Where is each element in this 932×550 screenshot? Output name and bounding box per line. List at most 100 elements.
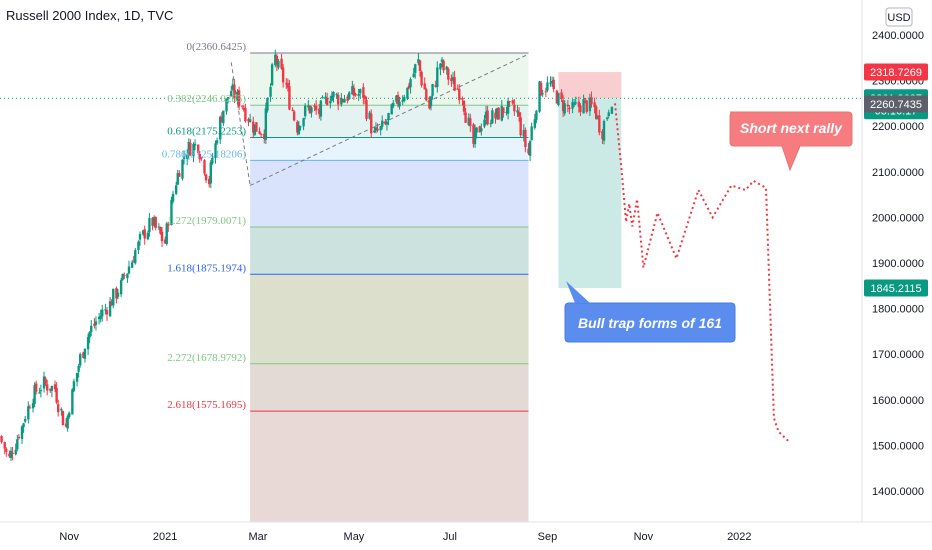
candle-body-154 xyxy=(340,97,343,105)
candle-body-149 xyxy=(329,100,332,104)
candle-body-181 xyxy=(398,101,401,107)
trendline xyxy=(230,53,529,186)
price-tick-label: 1400.0000 xyxy=(872,486,924,498)
candle-body-86 xyxy=(189,142,192,156)
candle-body-24 xyxy=(53,384,57,390)
candle-body-112 xyxy=(247,119,250,122)
candle-body-176 xyxy=(387,113,390,120)
candle-body-84 xyxy=(185,154,189,159)
candle-body-240 xyxy=(528,141,532,156)
candle-body-46 xyxy=(101,309,104,317)
candle-body-252 xyxy=(555,90,559,104)
candle-body-234 xyxy=(516,110,519,113)
candle-body-210 xyxy=(462,100,466,112)
candle-body-259 xyxy=(571,102,574,109)
candle-body-194 xyxy=(428,99,431,109)
candle-body-271 xyxy=(596,115,599,118)
fib-label-7: 2.618(1575.1695) xyxy=(167,399,246,411)
time-axis[interactable]: Nov 2021 Mar May Jul Sep Nov 2022 xyxy=(0,521,932,543)
candle-body-163 xyxy=(359,89,362,94)
candle-body-74 xyxy=(163,239,167,244)
time-tick-label: 2021 xyxy=(153,531,177,543)
price-tag-label-0: 2318.7269 xyxy=(870,67,922,79)
candle-body-77 xyxy=(170,200,173,226)
candle-body-208 xyxy=(458,89,461,101)
candle-body-156 xyxy=(343,98,346,103)
fib-label-5: 1.618(1875.1974) xyxy=(167,262,246,274)
candle-body-110 xyxy=(242,107,246,111)
candle-body-79 xyxy=(174,185,178,194)
bull-trap-callout-text: Bull trap forms of 161 xyxy=(578,315,722,331)
candle-body-63 xyxy=(138,233,142,240)
candle-body-56 xyxy=(123,275,126,277)
fib-labels: 0(2360.6425) 0.382(2246.0285) 0.618(2175.2… xyxy=(162,41,247,411)
candle-body-148 xyxy=(325,97,329,105)
candle-body-216 xyxy=(475,127,478,133)
candle-body-115 xyxy=(253,124,257,135)
candle-body-166 xyxy=(365,100,368,119)
candle-body-52 xyxy=(115,288,118,299)
candle-body-257 xyxy=(566,104,570,107)
candle-body-230 xyxy=(506,100,510,114)
candle-body-236 xyxy=(519,117,522,136)
candle-body-20 xyxy=(44,378,47,384)
candle-body-67 xyxy=(148,218,151,233)
candle-body-137 xyxy=(302,118,305,127)
candle-body-101 xyxy=(222,110,225,124)
price-axis[interactable]: USD2400.00002300.00002200.00002100.00002… xyxy=(861,0,924,522)
fib-label-3: 0.786(2125.18206) xyxy=(162,148,247,160)
candle-body-95 xyxy=(209,162,212,184)
candle-body-17 xyxy=(38,392,41,394)
candle-body-11 xyxy=(23,418,27,422)
candle-body-247 xyxy=(544,91,548,93)
candle-body-141 xyxy=(310,107,313,113)
candle-body-107 xyxy=(236,91,239,100)
candle-body-71 xyxy=(157,226,161,228)
candle-body-269 xyxy=(593,102,596,108)
candle-body-202 xyxy=(445,66,448,70)
candle-body-119 xyxy=(263,133,266,139)
candle-body-106 xyxy=(233,84,236,99)
candle-body-207 xyxy=(456,88,459,90)
currency-badge[interactable] xyxy=(885,7,913,27)
candle-body-42 xyxy=(93,323,96,326)
candle-body-92 xyxy=(203,160,206,174)
candle-body-87 xyxy=(192,144,195,157)
fib-lines xyxy=(250,52,529,412)
header: Russell 2000 Index, 1D, TVC xyxy=(6,8,173,23)
candle-body-169 xyxy=(373,130,376,133)
candle-body-8 xyxy=(17,436,21,439)
candle-body-242 xyxy=(533,119,537,128)
candle-body-23 xyxy=(50,386,54,391)
candle-body-196 xyxy=(431,83,434,96)
candle-body-44 xyxy=(97,316,101,320)
candle-body-275 xyxy=(605,117,609,120)
candle-body-36 xyxy=(79,354,82,366)
candle-body-253 xyxy=(557,93,560,106)
candle-body-85 xyxy=(187,142,190,154)
price-tag-bg-2 xyxy=(864,95,928,113)
price-tick-label: 1700.0000 xyxy=(872,349,924,361)
candle-body-76 xyxy=(167,224,170,226)
candle-body-1 xyxy=(3,442,6,449)
candle-body-102 xyxy=(225,98,228,112)
candle-body-38 xyxy=(83,348,87,359)
candle-body-27 xyxy=(60,408,63,411)
candle-body-50 xyxy=(110,301,113,306)
candle-body-266 xyxy=(585,100,588,112)
fib-label-6: 2.272(1678.9792) xyxy=(167,352,246,364)
candle-body-187 xyxy=(412,73,415,78)
candle-body-143 xyxy=(314,105,318,111)
candle-body-245 xyxy=(539,82,543,96)
candle-body-130 xyxy=(286,82,290,88)
candle-body-192 xyxy=(423,83,426,90)
candle-body-254 xyxy=(560,92,563,99)
candle-body-165 xyxy=(363,96,367,100)
candle-body-78 xyxy=(171,193,175,202)
candle-body-26 xyxy=(57,404,60,413)
candle-body-267 xyxy=(588,97,592,112)
candle-body-239 xyxy=(527,148,530,154)
candle-body-19 xyxy=(42,376,46,389)
